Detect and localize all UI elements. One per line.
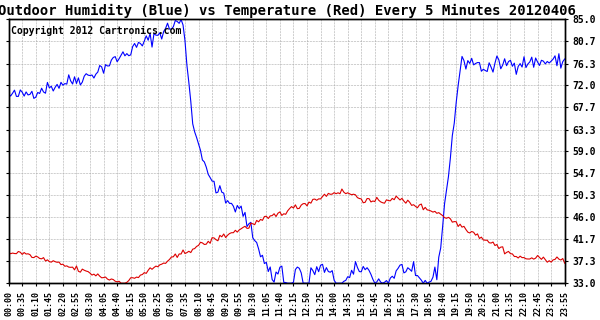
Title: Outdoor Humidity (Blue) vs Temperature (Red) Every 5 Minutes 20120406: Outdoor Humidity (Blue) vs Temperature (…: [0, 4, 575, 18]
Text: Copyright 2012 Cartronics.com: Copyright 2012 Cartronics.com: [11, 26, 182, 36]
